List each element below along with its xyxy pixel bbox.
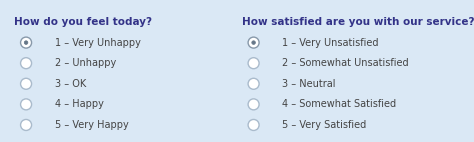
Text: 3 – Neutral: 3 – Neutral: [282, 79, 336, 89]
Text: 3 – OK: 3 – OK: [55, 79, 86, 89]
Text: 4 – Somewhat Satisfied: 4 – Somewhat Satisfied: [282, 99, 396, 109]
Circle shape: [248, 99, 259, 110]
Circle shape: [20, 78, 32, 89]
Circle shape: [20, 37, 32, 48]
Circle shape: [20, 58, 32, 69]
Text: 1 – Very Unsatisfied: 1 – Very Unsatisfied: [282, 38, 379, 48]
Text: How do you feel today?: How do you feel today?: [14, 17, 152, 27]
Circle shape: [20, 99, 32, 110]
Text: 2 – Somewhat Unsatisfied: 2 – Somewhat Unsatisfied: [282, 58, 409, 68]
Circle shape: [248, 78, 259, 89]
Text: 4 – Happy: 4 – Happy: [55, 99, 103, 109]
Text: 2 – Unhappy: 2 – Unhappy: [55, 58, 116, 68]
Circle shape: [248, 119, 259, 130]
Circle shape: [248, 58, 259, 69]
Circle shape: [24, 41, 28, 44]
Circle shape: [248, 37, 259, 48]
Text: 5 – Very Happy: 5 – Very Happy: [55, 120, 128, 130]
Circle shape: [20, 119, 32, 130]
Text: 1 – Very Unhappy: 1 – Very Unhappy: [55, 38, 140, 48]
Text: 5 – Very Satisfied: 5 – Very Satisfied: [282, 120, 366, 130]
Text: How satisfied are you with our service?: How satisfied are you with our service?: [242, 17, 474, 27]
Circle shape: [252, 41, 255, 44]
